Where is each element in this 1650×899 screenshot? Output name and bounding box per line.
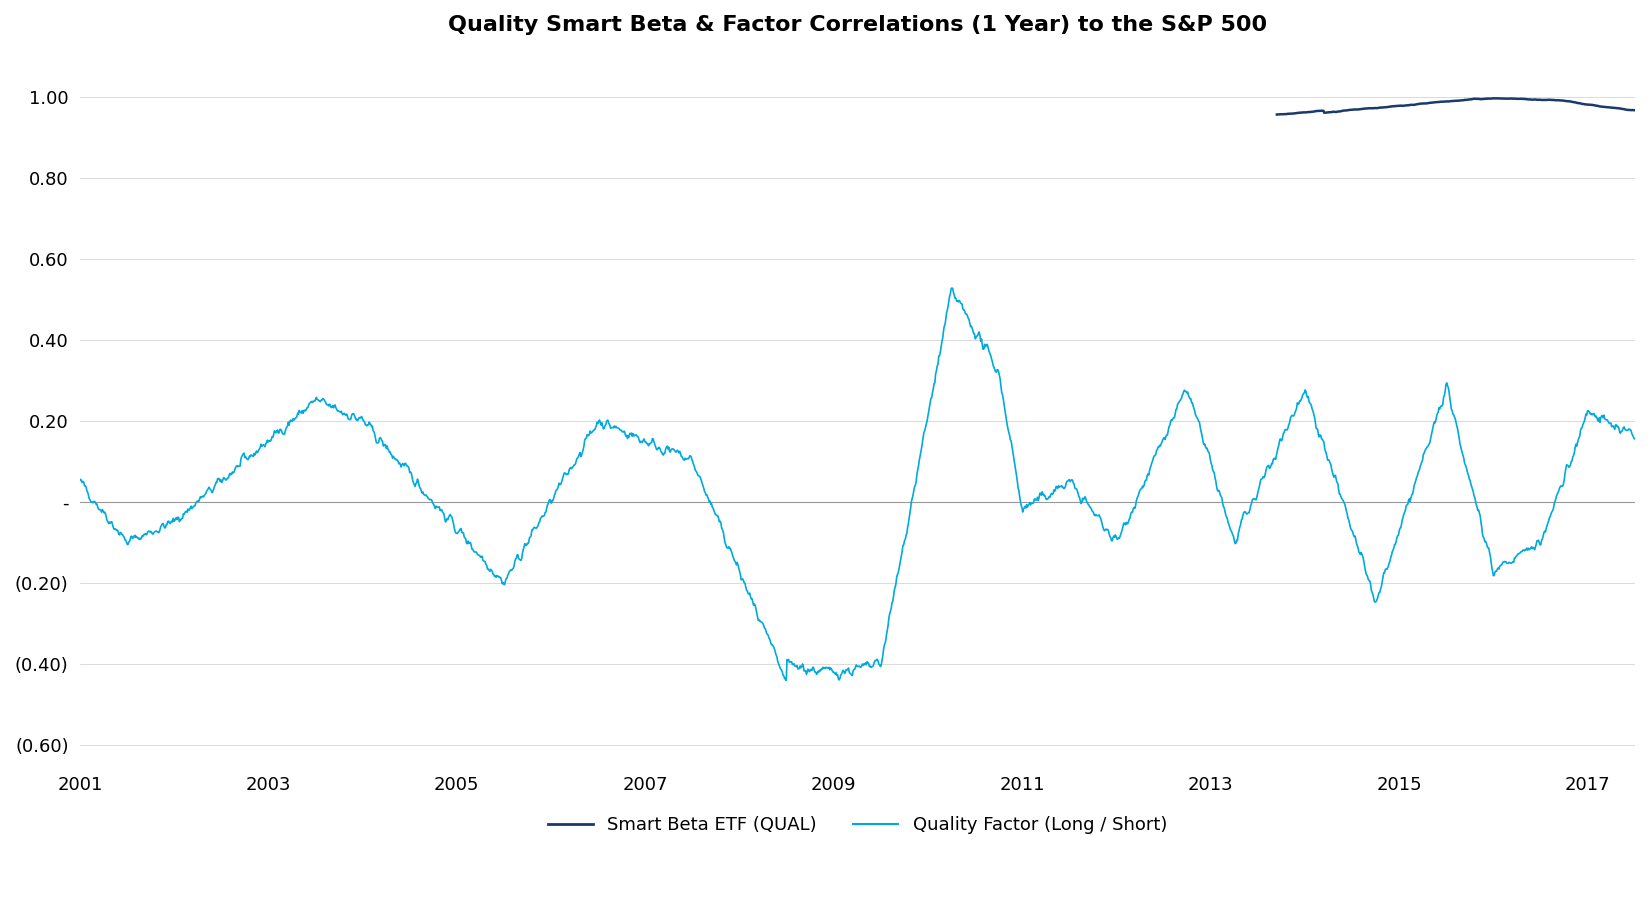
Legend: Smart Beta ETF (QUAL), Quality Factor (Long / Short): Smart Beta ETF (QUAL), Quality Factor (L… <box>541 808 1175 841</box>
Title: Quality Smart Beta & Factor Correlations (1 Year) to the S&P 500: Quality Smart Beta & Factor Correlations… <box>447 15 1267 35</box>
